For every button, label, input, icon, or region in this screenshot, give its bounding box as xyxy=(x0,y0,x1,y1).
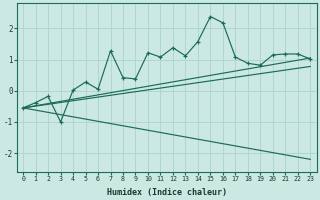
X-axis label: Humidex (Indice chaleur): Humidex (Indice chaleur) xyxy=(107,188,227,197)
